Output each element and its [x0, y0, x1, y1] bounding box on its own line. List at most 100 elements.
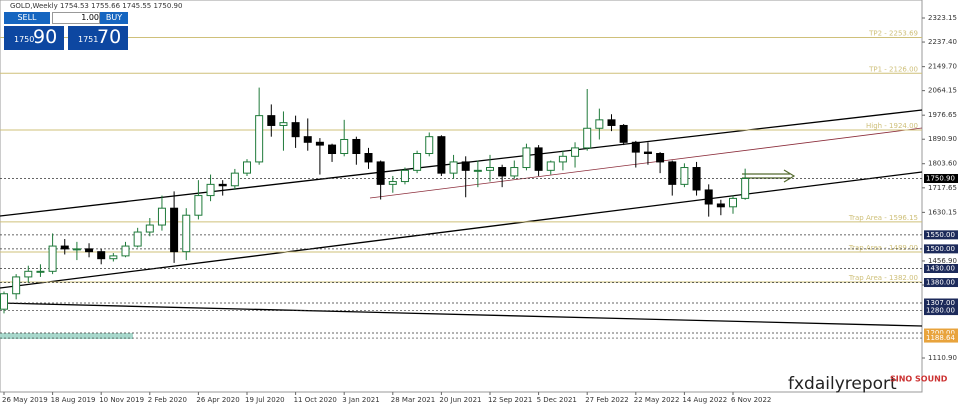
price-tag — [924, 230, 958, 240]
candle-body — [60, 245, 69, 250]
candle-body — [24, 270, 33, 278]
price-tag-label: 1188.64 — [926, 334, 955, 342]
x-tick-label: 19 Jul 2020 — [245, 396, 285, 404]
zone — [0, 333, 133, 339]
price-tag — [924, 278, 958, 288]
x-tick-label: 26 May 2019 — [2, 396, 48, 404]
y-tick-label: 1803.60 — [928, 160, 957, 168]
candle-body — [668, 161, 677, 185]
candle-body — [12, 276, 21, 295]
y-tick-label: 2064.15 — [928, 87, 957, 95]
level-label: TP1 - 2126.00 — [868, 65, 918, 73]
y-tick-label: 1456.90 — [928, 257, 957, 265]
candle-body — [255, 115, 264, 163]
x-tick-label: 18 Aug 2019 — [51, 396, 96, 404]
candle-body — [315, 141, 324, 146]
trade-widget: SELL 1.00 BUY 1750 90 1751 70 — [4, 12, 128, 50]
price-tag — [924, 298, 958, 308]
candle-body — [729, 197, 737, 208]
candle-body — [741, 177, 750, 199]
level-label: TP2 - 2253.69 — [868, 29, 918, 37]
price-tag-label: 1307.00 — [926, 299, 955, 307]
candle-body — [303, 136, 312, 143]
candle-body — [157, 207, 166, 226]
watermark: SINO SOUND — [890, 375, 948, 384]
price-tag-label: 1280.00 — [926, 307, 955, 315]
x-tick-label: 6 Nov 2022 — [731, 396, 771, 404]
candle-body — [230, 172, 239, 187]
candle-body — [376, 161, 385, 185]
chart-title: GOLD,Weekly 1754.53 1755.66 1745.55 1750… — [10, 2, 182, 10]
candle-body — [680, 167, 689, 185]
y-tick-label: 1717.65 — [928, 184, 957, 192]
candle-body — [595, 119, 604, 129]
candle-body — [194, 195, 203, 216]
candle-body — [133, 231, 142, 247]
price-tag-label: 1550.00 — [926, 231, 955, 239]
candle-body — [291, 122, 300, 138]
price-pips: 90 — [33, 26, 58, 48]
x-tick-label: 14 Aug 2022 — [682, 396, 727, 404]
candle-body — [643, 151, 652, 155]
sell-button[interactable]: SELL — [4, 12, 50, 24]
x-tick-label: 5 Dec 2021 — [537, 396, 577, 404]
candle-body — [498, 167, 507, 177]
candle-body — [340, 138, 349, 155]
price-tag-label: 1750.90 — [926, 174, 955, 182]
candle-body — [619, 124, 628, 143]
y-tick-label: 2237.40 — [928, 38, 957, 46]
arrow — [742, 169, 796, 183]
level-label: Trap Area - 1382.00 — [848, 274, 918, 282]
price-tag — [924, 306, 958, 316]
candle-body — [486, 167, 494, 171]
candle-body — [97, 251, 106, 260]
candle-body — [631, 141, 640, 153]
x-tick-label: 12 Sep 2021 — [488, 396, 532, 404]
candle-body — [522, 147, 531, 169]
y-tick-label: 1890.90 — [928, 135, 957, 143]
level-label: Trap Area - 1596.15 — [848, 214, 918, 222]
candle-body — [328, 144, 337, 155]
price-main: 1750 — [14, 35, 35, 44]
price-tag-label: 1430.00 — [926, 265, 955, 273]
lot-input[interactable]: 1.00 — [52, 12, 100, 24]
y-tick-label: 1976.65 — [928, 111, 957, 119]
candle-body — [583, 127, 592, 149]
buy-button[interactable]: BUY — [100, 12, 128, 24]
candle-body — [218, 183, 227, 187]
x-tick-label: 2 Feb 2020 — [148, 396, 187, 404]
candle-body — [279, 122, 288, 126]
candle-body — [558, 155, 567, 163]
x-tick-label: 10 Nov 2019 — [99, 396, 144, 404]
y-tick-label: 2149.70 — [928, 63, 957, 71]
candle-body — [656, 153, 665, 163]
x-tick-label: 22 May 2022 — [634, 396, 680, 404]
candle-body — [352, 138, 361, 155]
candle-body — [182, 214, 191, 253]
price-tag-label: 1200.00 — [926, 329, 955, 337]
price-tag — [924, 328, 958, 338]
candle-body — [437, 136, 446, 174]
price-pips: 70 — [97, 26, 122, 48]
sell-price[interactable]: 1750 90 — [4, 26, 64, 50]
candle-body — [109, 255, 118, 260]
y-tick-label: 1630.15 — [928, 208, 957, 216]
candle-body — [85, 248, 94, 253]
candle-body — [36, 270, 45, 273]
price-tag — [924, 173, 958, 183]
y-tick-label: 2323.15 — [928, 14, 957, 22]
price-tag — [924, 264, 958, 274]
candle-body — [48, 245, 57, 272]
buy-price[interactable]: 1751 70 — [68, 26, 128, 50]
trend-line — [0, 302, 923, 327]
x-tick-label: 26 Apr 2020 — [196, 396, 239, 404]
x-tick-label: 27 Feb 2022 — [585, 396, 629, 404]
candle-body — [72, 248, 81, 251]
watermark: fxdailyreport — [788, 374, 897, 394]
candle-body — [425, 136, 434, 155]
candle-body — [364, 153, 373, 163]
candle-body — [534, 147, 543, 171]
price-tag — [924, 244, 958, 254]
plot-frame — [0, 0, 923, 393]
candle-body — [449, 161, 458, 174]
